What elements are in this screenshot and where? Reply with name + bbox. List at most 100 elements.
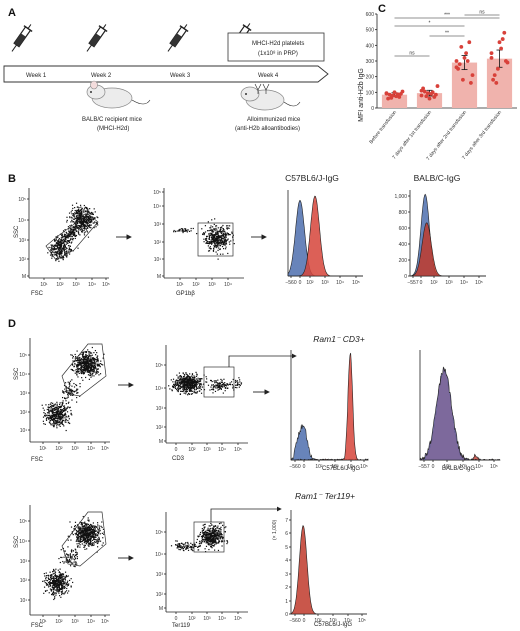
event-dot bbox=[59, 410, 61, 412]
event-dot bbox=[95, 533, 97, 535]
event-dot bbox=[82, 215, 84, 218]
event-dot bbox=[80, 220, 82, 223]
event-dot bbox=[64, 410, 66, 412]
event-dot bbox=[221, 238, 223, 240]
b-hist1-x-tick-label: 10³ bbox=[321, 280, 329, 286]
event-dot bbox=[75, 532, 78, 534]
event-dot bbox=[210, 545, 213, 548]
event-dot bbox=[46, 416, 48, 418]
event-dot bbox=[219, 248, 221, 251]
event-dot bbox=[87, 367, 89, 370]
event-dot bbox=[67, 233, 69, 235]
event-dot bbox=[89, 373, 91, 375]
event-dot bbox=[59, 412, 61, 414]
event-dot bbox=[77, 206, 79, 208]
event-dot bbox=[72, 221, 74, 223]
event-dot bbox=[182, 231, 184, 234]
event-dot bbox=[58, 576, 61, 578]
d-scatter-cd3-y-tick-label: 10² bbox=[156, 425, 164, 431]
event-dot bbox=[208, 538, 210, 540]
event-dot bbox=[70, 539, 72, 541]
event-dot bbox=[76, 557, 79, 560]
event-dot bbox=[84, 521, 86, 523]
event-dot bbox=[82, 361, 84, 363]
event-dot bbox=[213, 248, 215, 250]
event-dot bbox=[185, 383, 188, 385]
event-dot bbox=[76, 531, 78, 533]
d-hist3-x-tick-label: 10² bbox=[314, 618, 322, 624]
event-dot bbox=[53, 408, 55, 410]
event-dot bbox=[87, 519, 89, 521]
event-dot bbox=[84, 216, 86, 218]
event-dot bbox=[218, 542, 220, 544]
event-dot bbox=[95, 221, 97, 224]
event-dot bbox=[201, 542, 203, 544]
event-dot bbox=[88, 520, 90, 522]
event-dot bbox=[94, 357, 96, 360]
event-dot bbox=[70, 228, 72, 230]
event-dot bbox=[88, 358, 90, 360]
event-dot bbox=[208, 533, 210, 536]
event-dot bbox=[76, 396, 78, 399]
event-dot bbox=[56, 415, 58, 418]
event-dot bbox=[85, 537, 88, 539]
event-dot bbox=[59, 413, 61, 415]
event-dot bbox=[193, 386, 195, 388]
event-dot bbox=[82, 370, 84, 372]
event-dot bbox=[238, 383, 240, 386]
event-dot bbox=[214, 241, 216, 243]
event-dot bbox=[50, 409, 52, 412]
event-dot bbox=[196, 380, 198, 382]
event-dot bbox=[225, 225, 228, 227]
event-dot bbox=[84, 206, 87, 208]
event-dot bbox=[64, 412, 67, 414]
event-dot bbox=[221, 230, 223, 232]
event-dot bbox=[54, 407, 56, 409]
event-dot bbox=[90, 227, 92, 229]
event-dot bbox=[187, 387, 190, 390]
event-dot bbox=[221, 534, 223, 536]
event-dot bbox=[219, 383, 221, 385]
event-dot bbox=[63, 425, 65, 427]
event-dot bbox=[211, 384, 213, 386]
b-scatter1-y-tick-label: 10³ bbox=[19, 238, 27, 244]
event-dot bbox=[87, 523, 90, 526]
event-dot bbox=[183, 377, 185, 379]
event-dot bbox=[183, 389, 185, 391]
d-scatter2-x-tick-label: 10⁴ bbox=[87, 619, 95, 625]
event-dot bbox=[199, 385, 201, 387]
event-dot bbox=[205, 531, 207, 533]
event-dot bbox=[212, 544, 214, 547]
event-dot bbox=[51, 586, 53, 588]
event-dot bbox=[82, 218, 85, 221]
event-dot bbox=[212, 389, 215, 391]
event-dot bbox=[183, 378, 186, 380]
event-dot bbox=[52, 577, 54, 580]
event-dot bbox=[57, 249, 60, 251]
event-dot bbox=[74, 212, 76, 214]
event-dot bbox=[195, 545, 197, 547]
event-dot bbox=[57, 569, 59, 571]
event-dot bbox=[54, 422, 56, 424]
event-dot bbox=[63, 409, 65, 411]
event-dot bbox=[59, 245, 62, 248]
event-dot bbox=[54, 592, 56, 594]
event-dot bbox=[77, 216, 79, 218]
event-dot bbox=[51, 593, 53, 596]
event-dot bbox=[53, 569, 55, 571]
event-dot bbox=[50, 575, 52, 578]
event-dot bbox=[87, 216, 89, 218]
event-dot bbox=[84, 357, 86, 359]
event-dot bbox=[223, 540, 226, 542]
event-dot bbox=[208, 525, 210, 527]
event-dot bbox=[56, 427, 58, 429]
event-dot bbox=[194, 384, 196, 387]
event-dot bbox=[96, 360, 98, 362]
event-dot bbox=[204, 531, 206, 533]
event-dot bbox=[82, 353, 84, 355]
b-scatter2-x-tick-label: 10⁴ bbox=[224, 282, 232, 288]
event-dot bbox=[77, 534, 80, 536]
d-hist-balbc bbox=[419, 350, 501, 461]
event-dot bbox=[219, 531, 221, 533]
event-dot bbox=[49, 571, 51, 573]
